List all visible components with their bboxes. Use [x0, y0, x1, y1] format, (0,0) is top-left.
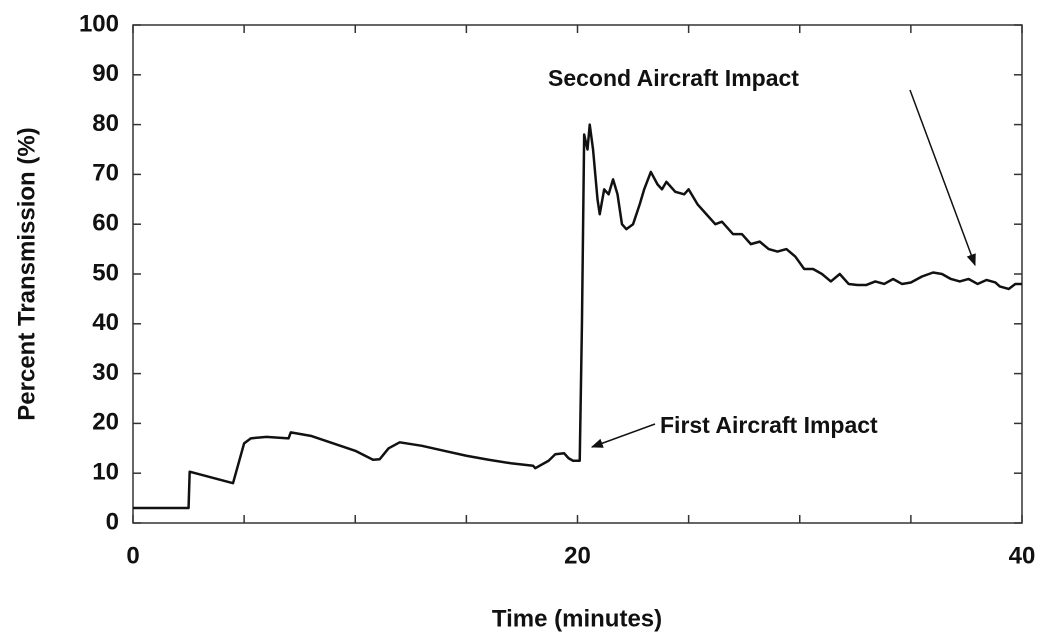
data-line: [133, 123, 1022, 510]
y-tick-label: 30: [92, 359, 119, 386]
y-tick-label: 10: [92, 459, 119, 486]
y-tick-label: 80: [92, 110, 119, 137]
y-tick-label: 90: [92, 60, 119, 87]
y-axis-label: Percent Transmission (%): [13, 127, 40, 420]
y-tick-label: 20: [92, 409, 119, 436]
annotation-arrow: [909, 89, 976, 267]
x-axis-label: Time (minutes): [492, 605, 662, 632]
annotation: Second Aircraft Impact: [548, 65, 799, 91]
y-tick-label: 70: [92, 160, 119, 187]
y-tick-label: 60: [92, 210, 119, 237]
annotation: First Aircraft Impact: [660, 412, 878, 438]
plot-frame: [132, 24, 1023, 524]
y-tick-label: 100: [79, 10, 119, 37]
y-tick-label: 0: [106, 508, 119, 535]
x-tick-label: 40: [1009, 542, 1036, 569]
x-tick-label: 20: [564, 542, 591, 569]
x-tick-label: 0: [126, 542, 139, 569]
annotation-arrow: [590, 423, 656, 448]
y-tick-label: 50: [92, 259, 119, 286]
y-tick-label: 40: [92, 309, 119, 336]
